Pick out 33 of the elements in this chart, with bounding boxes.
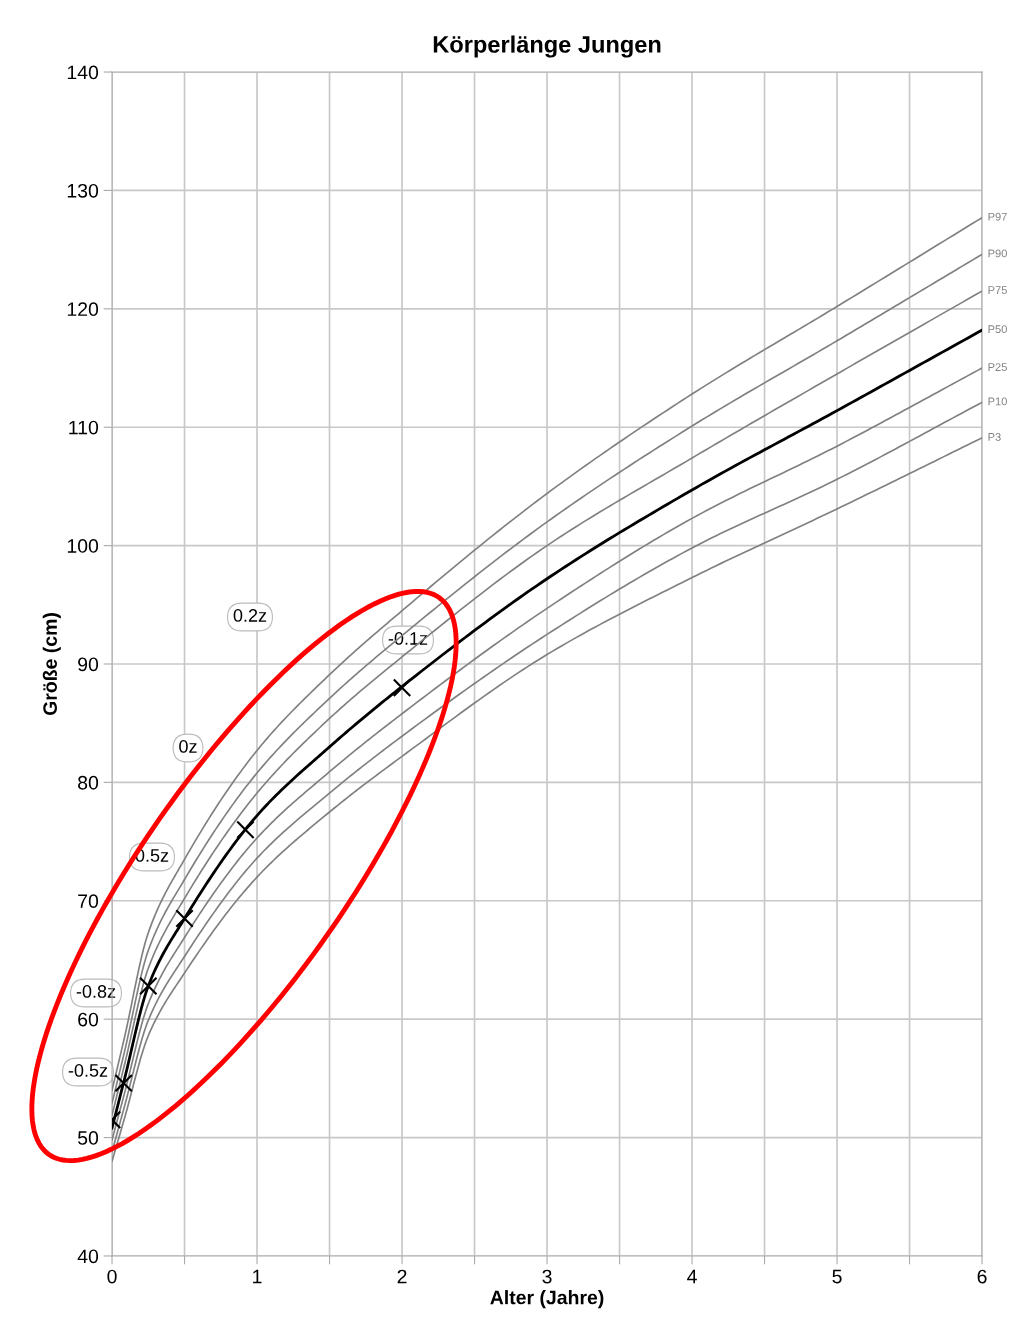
- y-tick-label: 50: [77, 1131, 99, 1145]
- x-tick-label: 6: [977, 1269, 987, 1284]
- series-label: P3: [988, 432, 1001, 441]
- x-axis-title: Alter (Jahre): [490, 1290, 604, 1309]
- series-label: P25: [988, 363, 1007, 371]
- series-label: P90: [988, 249, 1007, 258]
- y-tick-label: 40: [77, 1249, 99, 1264]
- text: -0.5z: [68, 1064, 108, 1077]
- y-tick-label: 80: [78, 775, 99, 790]
- y-axis-title: Größe (cm): [42, 613, 61, 716]
- x-tick-label: 4: [687, 1269, 697, 1284]
- series-label: P97: [988, 212, 1007, 221]
- y-tick-label: 70: [78, 894, 99, 909]
- x-tick-label: 1: [253, 1269, 262, 1284]
- annotation: -0.8z: [76, 985, 116, 998]
- y-tick-label: 60: [78, 1012, 99, 1027]
- x-tick-label: 3: [542, 1269, 552, 1284]
- y-tick-label: 130: [67, 183, 99, 198]
- x-tick-label: 0: [107, 1269, 117, 1284]
- annotation: 0.2z: [233, 609, 267, 622]
- x-tick-label: 2: [397, 1269, 407, 1284]
- series-label: P10: [988, 397, 1007, 406]
- y-tick-label: 100: [67, 539, 99, 553]
- y-tick-label: 140: [67, 65, 99, 80]
- y-tick-label: 90: [78, 657, 99, 672]
- chart-title: Körperlänge Jungen: [433, 35, 661, 58]
- y-tick-label: 120: [67, 302, 99, 317]
- x-tick-label: 5: [832, 1269, 842, 1284]
- annotation: -0.1z: [388, 632, 428, 645]
- annotation: 0z: [179, 740, 197, 753]
- series-label: P75: [988, 286, 1007, 295]
- series-label: P50: [988, 325, 1007, 334]
- y-tick-label: 110: [69, 420, 99, 435]
